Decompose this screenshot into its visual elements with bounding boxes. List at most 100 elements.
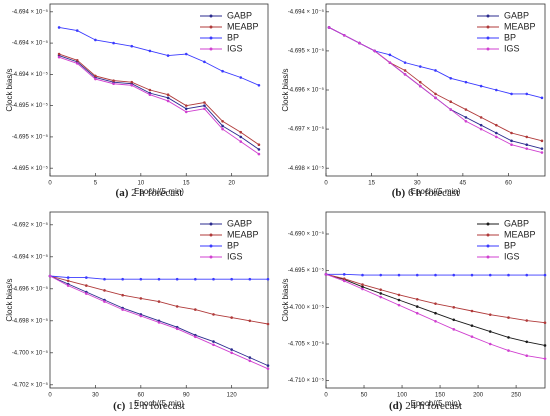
x-tick-label: 10 [137, 181, 144, 187]
caption: (d) 24 h forecast [389, 400, 462, 412]
x-tick-label: 200 [473, 393, 484, 399]
data-point [121, 293, 124, 297]
data-point [266, 367, 270, 371]
data-point [510, 139, 513, 143]
data-point [148, 49, 152, 53]
caption: (a) 2 h forecast [116, 187, 183, 199]
data-point [361, 287, 364, 291]
data-point [148, 88, 152, 92]
panel: 0 50 100 150 200 250 -4.690 × 10⁻⁵ -4.695 × 10⁻… [281, 211, 547, 412]
data-point [525, 135, 529, 139]
data-point [239, 76, 243, 79]
data-point [121, 308, 124, 311]
data-point [57, 52, 61, 56]
data-point [361, 283, 364, 286]
data-point [358, 41, 361, 45]
data-point [230, 348, 233, 351]
x-tick-label: 250 [511, 393, 522, 399]
data-point [266, 322, 270, 326]
y-tick-label: -4.694 × 10⁻⁵ [12, 8, 49, 15]
data-point [449, 76, 453, 80]
legend-label: MEABP [504, 21, 536, 31]
data-point [324, 273, 328, 276]
data-point [479, 116, 483, 119]
data-point [418, 65, 422, 68]
legend-marker [486, 25, 490, 29]
data-point [342, 33, 346, 37]
x-axis-label: Epoch/(5 min) [134, 399, 184, 408]
data-point [194, 277, 197, 281]
data-point [434, 96, 437, 100]
data-point [248, 356, 252, 359]
x-tick-label: 0 [48, 181, 52, 187]
x-tick-label: 0 [324, 181, 328, 187]
data-point [543, 273, 547, 277]
data-point [464, 80, 468, 84]
data-point [510, 143, 513, 147]
caption: (b) 6 h forecast [392, 187, 460, 199]
data-point [388, 61, 392, 64]
data-point [239, 135, 243, 139]
data-point [488, 330, 492, 333]
y-axis-label: Clock bias/s [281, 68, 290, 111]
y-tick-label: -4.700 × 10⁻⁵ [288, 304, 325, 311]
data-point [166, 96, 170, 100]
data-point [57, 26, 61, 29]
data-point [157, 300, 161, 303]
plot-frame [325, 3, 546, 177]
data-point [470, 309, 474, 313]
legend-marker [486, 14, 490, 18]
data-point [415, 305, 419, 308]
data-point [103, 289, 106, 292]
data-point [470, 324, 474, 327]
legend-marker [209, 47, 213, 51]
data-point [248, 277, 252, 281]
caption-label: (a) [116, 187, 129, 199]
data-point [130, 44, 134, 48]
data-point [257, 152, 261, 156]
data-point [212, 340, 215, 343]
data-point [525, 340, 529, 344]
data-point [175, 327, 179, 331]
data-point [397, 303, 401, 307]
data-point [66, 276, 70, 279]
data-point [379, 292, 383, 295]
legend-label: MEABP [504, 229, 536, 239]
data-point [397, 273, 401, 277]
data-point [230, 351, 233, 355]
data-point [157, 321, 161, 324]
data-point [525, 273, 529, 277]
y-axis-label: Clock bias/s [5, 68, 14, 111]
data-point [379, 295, 383, 299]
data-point [470, 273, 474, 277]
x-tick-label: 60 [505, 181, 512, 187]
data-point [434, 311, 437, 315]
x-tick-label: 150 [435, 393, 446, 399]
data-point [452, 318, 456, 322]
series-line [58, 56, 260, 155]
data-point [525, 147, 529, 150]
data-point [239, 140, 243, 143]
data-point [403, 69, 407, 72]
data-point [510, 131, 513, 135]
data-point [212, 343, 215, 347]
data-point [121, 277, 124, 281]
data-point [507, 349, 510, 352]
data-point [212, 277, 215, 281]
x-axis-label: Epoch/(5 min) [411, 399, 461, 408]
data-point [379, 273, 383, 277]
data-point [221, 69, 224, 73]
data-point [464, 119, 468, 123]
plot-frame [49, 3, 269, 177]
data-point [112, 41, 115, 45]
data-point [449, 108, 453, 111]
legend-label: GABP [227, 10, 252, 20]
x-tick-label: 30 [414, 181, 421, 187]
data-point [540, 96, 544, 100]
data-point [75, 58, 79, 62]
legend-marker [486, 47, 490, 51]
data-point [221, 124, 224, 128]
legend-marker [209, 36, 213, 40]
data-point [327, 26, 331, 29]
data-point [203, 101, 206, 104]
